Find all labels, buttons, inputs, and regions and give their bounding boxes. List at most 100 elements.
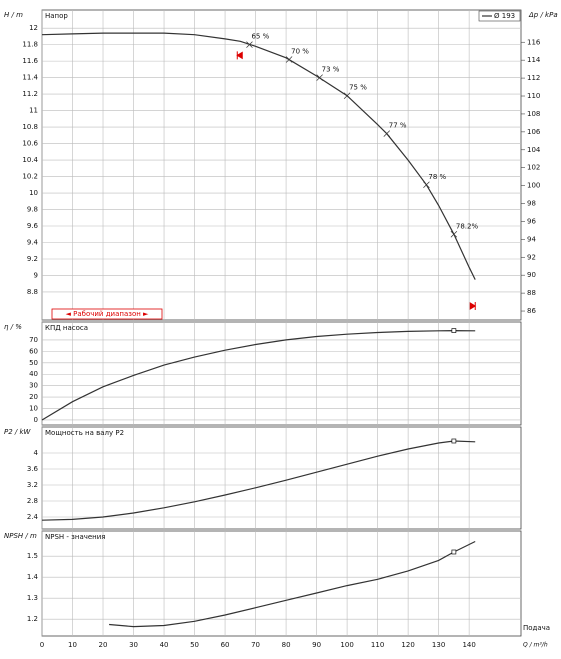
y2-tick-label: 104 [527,146,541,154]
y-tick-label: 2.4 [27,513,39,521]
y-tick-label: 9.4 [27,239,39,247]
x-tick-label: 60 [221,641,230,649]
efficiency-label: 77 % [389,122,407,130]
legend-label: Ø 193 [494,12,515,20]
y-tick-label: 50 [29,359,38,367]
panel-title: КПД насоса [45,324,88,332]
y2-tick-label: 108 [527,110,540,118]
y-tick-label: 40 [29,370,38,378]
curve [41,440,476,521]
y-tick-label: 12 [29,24,38,32]
curve [109,540,476,628]
panel-frame [41,530,522,637]
y-tick-label: 60 [29,347,38,355]
efficiency-tick [423,181,430,189]
x-tick-label: 100 [340,641,353,649]
panel-title: Напор [45,12,68,20]
y-axis-label: H / m [4,11,23,19]
range-label: ◄ Рабочий диапазон ► [66,310,150,318]
panel-frame [41,9,522,321]
efficiency-label: 70 % [291,47,309,55]
y2-tick-label: 90 [527,271,536,279]
x-tick-label: 30 [129,641,138,649]
curve [41,329,476,421]
range-label-box [51,308,163,320]
y-tick-label: 9.2 [27,255,38,263]
y-tick-label: 11.8 [22,41,38,49]
y-tick-label: 10.2 [22,173,38,181]
y-tick-label: 9 [34,271,38,279]
range-marker [236,51,243,60]
efficiency-tick [285,56,293,63]
curve [41,32,476,280]
duty-point [451,438,457,444]
y-tick-label: 1.4 [27,573,39,581]
efficiency-label: 78.2% [456,222,479,230]
panel-title: NPSH - значения [45,533,106,541]
y-tick-label: 9.8 [27,206,38,214]
panel-frame [41,426,522,530]
y-tick-label: 2.8 [27,497,38,505]
y-tick-label: 10.4 [22,156,38,164]
y2-tick-label: 98 [527,200,536,208]
y-tick-label: 11.6 [22,57,38,65]
efficiency-tick [383,130,391,137]
x-tick-label: 110 [371,641,384,649]
y-tick-label: 1.3 [27,594,38,602]
x-tick-label: 0 [40,641,44,649]
efficiency-label: 78 % [428,173,446,181]
efficiency-tick [316,74,323,81]
x-tick-label: 70 [251,641,260,649]
y2-tick-label: 116 [527,38,541,46]
y-tick-label: 11.2 [22,90,38,98]
x-tick-label: 50 [190,641,199,649]
x-tick-label: 130 [432,641,445,649]
y-tick-label: 11 [29,107,38,115]
y-tick-label: 10.8 [22,123,38,131]
panel-frame [41,321,522,426]
y-tick-label: 0 [34,416,38,424]
y2-tick-label: 112 [527,74,540,82]
y-tick-label: 8.8 [27,288,38,296]
y-axis-label: NPSH / m [4,532,37,540]
y-tick-label: 1.5 [27,552,38,560]
y-tick-label: 4 [34,449,39,457]
efficiency-tick [450,231,458,238]
y-tick-label: 70 [29,336,38,344]
x-axis-label: Q / m³/h [523,642,548,649]
x-tick-label: 140 [462,641,475,649]
x-tick-label: 20 [99,641,108,649]
panel-title: Мощность на валу P2 [45,429,124,437]
y2-tick-label: 94 [527,235,536,243]
duty-point [451,549,457,555]
x-tick-label: 80 [282,641,291,649]
x-tick-label: 40 [160,641,169,649]
x-tick-label: 90 [312,641,321,649]
efficiency-label: 75 % [349,84,367,92]
y-tick-label: 3.2 [27,481,38,489]
y2-tick-label: 114 [527,56,541,64]
y2-tick-label: 100 [527,182,540,190]
efficiency-tick [246,41,253,48]
range-marker [469,302,477,310]
y-tick-label: 30 [29,382,38,390]
y-tick-label: 3.6 [27,465,39,473]
y-tick-label: 10 [29,189,38,197]
efficiency-label: 73 % [322,66,340,74]
y2-tick-label: 110 [527,92,540,100]
legend-box [478,10,521,22]
y2-axis-label: Δp / kPa [528,11,558,19]
y-tick-label: 10.6 [22,140,38,148]
y-tick-label: 1.2 [27,615,38,623]
y-tick-label: 10 [29,405,38,413]
y2-tick-label: 96 [527,217,536,225]
y-tick-label: 9.6 [27,222,39,230]
x-tick-label: 10 [68,641,77,649]
duty-point [451,328,457,333]
y-axis-label: η / % [4,323,22,331]
y2-tick-label: 86 [527,307,536,315]
efficiency-tick [343,92,351,99]
y2-tick-label: 88 [527,289,536,297]
y2-tick-label: 106 [527,128,541,136]
